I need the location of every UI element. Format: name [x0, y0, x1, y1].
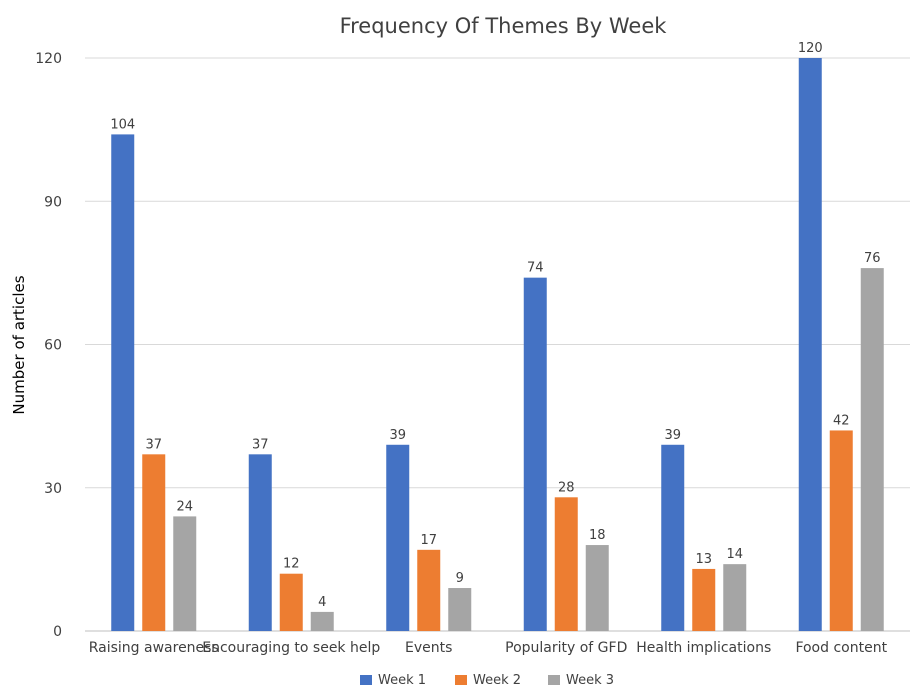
- bar: [448, 588, 472, 631]
- data-label: 76: [864, 251, 881, 266]
- chart-title: Frequency Of Themes By Week: [340, 14, 668, 38]
- bar: [279, 573, 303, 631]
- bar: [692, 568, 716, 631]
- legend-label: Week 2: [473, 673, 521, 685]
- x-tick-label: Health implications: [636, 640, 771, 656]
- legend-label: Week 1: [378, 673, 426, 685]
- data-label: 104: [110, 117, 135, 132]
- bar: [585, 545, 609, 631]
- y-tick-label: 30: [44, 481, 62, 497]
- bar: [142, 454, 166, 631]
- data-label: 24: [176, 499, 193, 514]
- data-label: 18: [589, 528, 606, 543]
- bar: [248, 454, 272, 631]
- bar: [173, 516, 197, 631]
- bar: [523, 277, 547, 631]
- data-label: 37: [145, 437, 162, 452]
- data-label: 74: [527, 261, 544, 276]
- x-tick-label: Raising awareness: [89, 640, 219, 656]
- data-label: 14: [726, 547, 743, 562]
- y-tick-label: 120: [35, 51, 62, 67]
- legend-label: Week 3: [566, 673, 614, 685]
- y-axis-label: Number of articles: [10, 275, 28, 414]
- bar: [417, 549, 441, 631]
- y-tick-label: 60: [44, 338, 62, 354]
- y-tick-label: 90: [44, 194, 62, 210]
- bar: [386, 444, 410, 631]
- data-label: 13: [695, 552, 712, 567]
- data-labels: 104 37 24 37 12 4 39 17 9 74 28 18 39 13 14 120 42 76: [110, 41, 880, 610]
- bars: [111, 58, 884, 631]
- bar: [310, 611, 334, 631]
- legend-swatch: [455, 675, 467, 685]
- bar: [798, 58, 822, 631]
- legend: Week 1 Week 2 Week 3: [360, 673, 614, 685]
- data-label: 39: [664, 428, 681, 443]
- x-tick-label: Popularity of GFD: [505, 640, 627, 656]
- bar: [111, 134, 135, 631]
- data-label: 120: [798, 41, 823, 56]
- data-label: 17: [420, 533, 437, 548]
- bar: [723, 564, 747, 631]
- data-label: 39: [389, 428, 406, 443]
- x-tick-label: Events: [405, 640, 452, 656]
- data-label: 28: [558, 480, 575, 495]
- legend-swatch: [360, 675, 372, 685]
- data-label: 4: [318, 595, 326, 610]
- data-label: 12: [283, 557, 300, 572]
- data-label: 42: [833, 413, 850, 428]
- data-label: 37: [252, 437, 269, 452]
- bar: [661, 444, 685, 631]
- x-tick-label: Encouraging to seek help: [202, 640, 380, 656]
- bar: [554, 497, 578, 631]
- bar: [829, 430, 853, 631]
- y-tick-label: 0: [53, 624, 62, 640]
- bar: [860, 268, 884, 631]
- gridlines: [85, 57, 910, 632]
- x-tick-label: Food content: [795, 640, 887, 656]
- y-axis-ticks: 0 30 60 90 120: [35, 51, 62, 640]
- data-label: 9: [456, 571, 464, 586]
- legend-swatch: [548, 675, 560, 685]
